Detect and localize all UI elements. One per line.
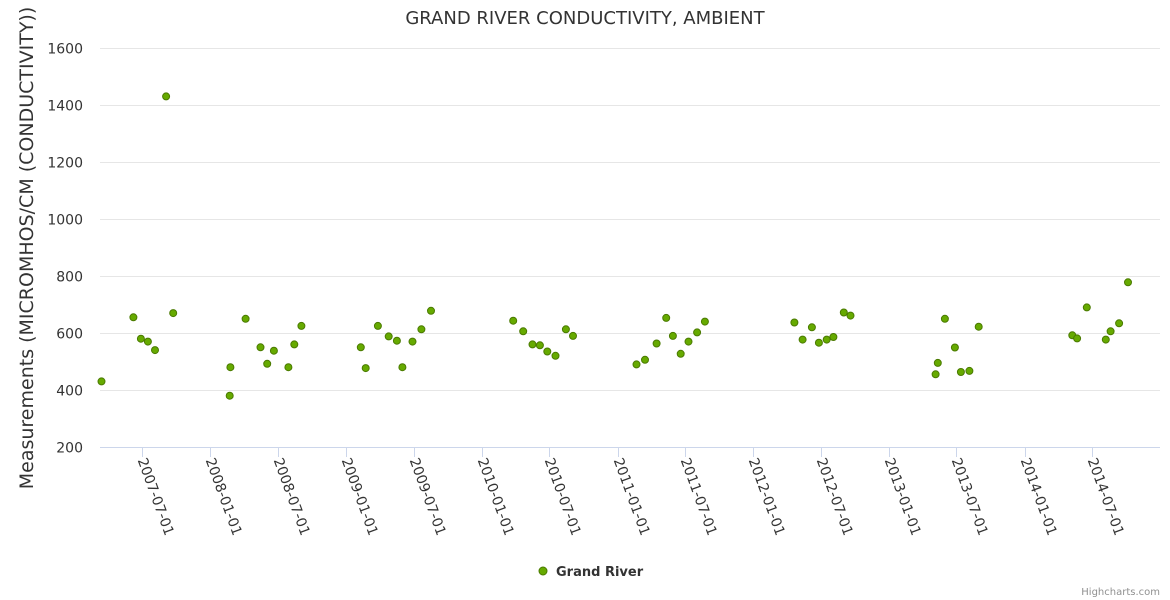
data-point[interactable] <box>662 313 671 322</box>
data-point[interactable] <box>535 341 544 350</box>
data-point[interactable] <box>226 363 235 372</box>
data-point[interactable] <box>1073 334 1082 343</box>
data-point[interactable] <box>829 333 838 341</box>
data-point[interactable] <box>269 346 278 355</box>
data-point[interactable] <box>1101 335 1110 344</box>
y-tick-label: 400 <box>56 384 83 400</box>
data-point[interactable] <box>543 347 552 356</box>
data-point[interactable] <box>1106 327 1115 336</box>
x-tick-labels: 2007-07-01 2008-01-01 2008-07-01 2009-01-01… <box>134 447 1127 538</box>
data-point[interactable] <box>668 331 677 340</box>
y-tick-label: 1400 <box>47 99 83 115</box>
data-point[interactable] <box>684 337 693 346</box>
credits-link[interactable]: Highcharts.com <box>1081 587 1160 598</box>
data-point[interactable] <box>361 364 370 373</box>
x-tick-label: 2011-01-01 <box>610 456 653 538</box>
data-point[interactable] <box>256 343 265 352</box>
data-point[interactable] <box>839 308 848 317</box>
legend-item-grand-river[interactable]: Grand River <box>556 565 644 580</box>
data-point[interactable] <box>965 366 974 375</box>
data-point[interactable] <box>284 363 293 372</box>
data-point[interactable] <box>417 325 426 334</box>
data-point[interactable] <box>143 337 152 346</box>
data-point[interactable] <box>528 340 537 349</box>
y-tick-labels: 200 400 600 800 1000 1200 1400 1600 <box>47 42 83 457</box>
series-grand-river <box>97 92 1132 400</box>
data-point[interactable] <box>392 336 401 345</box>
data-point[interactable] <box>136 334 145 343</box>
x-tick-label: 2008-01-01 <box>202 456 245 538</box>
y-tick-label: 200 <box>56 441 83 457</box>
x-tick-label: 2011-07-01 <box>677 456 720 538</box>
data-point[interactable] <box>509 316 518 325</box>
data-point[interactable] <box>356 343 365 352</box>
x-tick-label: 2014-07-01 <box>1084 456 1127 538</box>
y-tick-label: 600 <box>56 327 83 343</box>
data-point[interactable] <box>97 377 106 386</box>
data-point[interactable] <box>561 325 570 334</box>
y-tick-label: 1600 <box>47 42 83 58</box>
data-point[interactable] <box>297 321 306 330</box>
data-point[interactable] <box>846 311 855 320</box>
x-tick-label: 2009-01-01 <box>338 456 381 538</box>
data-point[interactable] <box>931 370 940 379</box>
data-point[interactable] <box>263 359 272 368</box>
data-point[interactable] <box>551 351 560 360</box>
x-tick-label: 2009-07-01 <box>406 456 449 538</box>
data-point[interactable] <box>569 331 577 340</box>
data-point[interactable] <box>652 339 661 348</box>
data-point[interactable] <box>225 391 234 400</box>
data-point[interactable] <box>974 322 983 331</box>
y-gridlines <box>100 48 1160 391</box>
data-point[interactable] <box>519 327 528 336</box>
data-point[interactable] <box>693 328 702 337</box>
data-point[interactable] <box>632 360 641 369</box>
data-point[interactable] <box>290 340 299 349</box>
legend-marker <box>538 566 548 576</box>
x-tick-label: 2013-01-01 <box>881 456 924 538</box>
y-tick-label: 1000 <box>47 213 83 229</box>
x-tick-label: 2012-01-01 <box>745 456 788 538</box>
data-point[interactable] <box>940 314 949 323</box>
data-point[interactable] <box>398 363 407 372</box>
x-tick-label: 2012-07-01 <box>813 456 856 538</box>
data-point[interactable] <box>169 309 178 318</box>
data-point[interactable] <box>151 346 159 355</box>
x-tick-label: 2008-07-01 <box>270 456 313 538</box>
data-point[interactable] <box>1082 303 1091 312</box>
x-tick-label: 2014-01-01 <box>1017 456 1060 538</box>
x-tick-label: 2010-01-01 <box>474 456 517 538</box>
y-tick-label: 800 <box>56 270 83 286</box>
x-tick-label: 2013-07-01 <box>948 456 991 538</box>
chart-title: GRAND RIVER CONDUCTIVITY, AMBIENT <box>405 8 765 29</box>
data-point[interactable] <box>814 338 823 347</box>
data-point[interactable] <box>384 332 393 341</box>
data-point[interactable] <box>641 355 649 364</box>
data-point[interactable] <box>790 318 799 327</box>
data-point[interactable] <box>1115 319 1124 328</box>
y-tick-label: 1200 <box>47 156 83 172</box>
data-point[interactable] <box>1124 278 1132 287</box>
data-point[interactable] <box>822 335 831 344</box>
data-point[interactable] <box>700 317 709 326</box>
legend[interactable]: Grand River <box>538 565 644 580</box>
data-point[interactable] <box>798 335 807 344</box>
data-point[interactable] <box>427 306 435 315</box>
data-point[interactable] <box>373 321 382 330</box>
x-tick-label: 2007-07-01 <box>134 456 177 538</box>
y-axis-label: Measurements (MICROMHOS/CM (CONDUCTIVITY… <box>16 7 38 490</box>
data-point[interactable] <box>408 337 417 346</box>
data-point[interactable] <box>933 358 942 367</box>
data-point[interactable] <box>162 92 171 101</box>
data-point[interactable] <box>129 313 138 322</box>
x-tick-label: 2010-07-01 <box>541 456 584 538</box>
data-point[interactable] <box>807 323 816 332</box>
data-point[interactable] <box>241 314 250 323</box>
data-point[interactable] <box>676 349 685 358</box>
data-point[interactable] <box>956 368 965 376</box>
data-point[interactable] <box>950 343 959 352</box>
